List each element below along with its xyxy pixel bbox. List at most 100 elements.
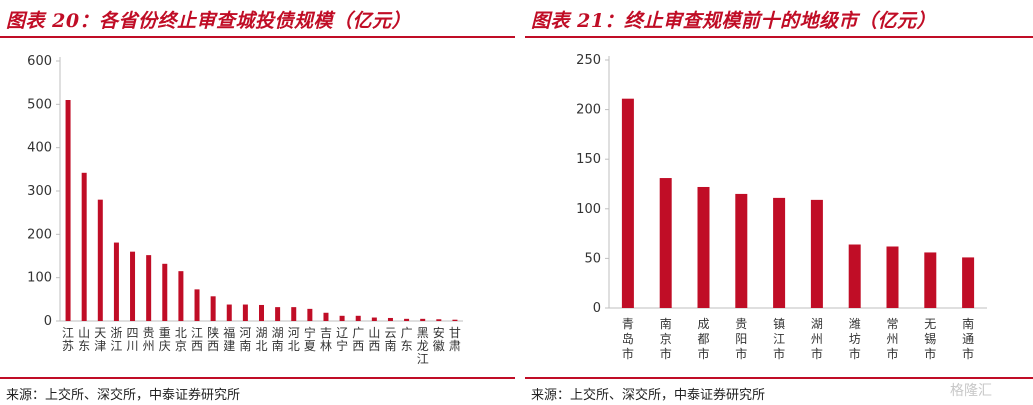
x-category-label: 安徽	[433, 325, 445, 353]
y-tick-label: 400	[27, 141, 52, 156]
x-category-char: 苏	[62, 339, 74, 353]
right-source-note: 来源：上交所、深交所，中泰证券研究所	[531, 388, 766, 403]
bar	[697, 186, 710, 308]
x-category-char: 市	[697, 346, 709, 361]
x-category-char: 贵	[143, 326, 155, 340]
x-category-char: 龙	[417, 339, 429, 353]
x-category-char: 潍	[849, 317, 861, 331]
x-category-char: 坊	[849, 331, 861, 346]
x-category-char: 江	[62, 326, 74, 340]
x-category-label: 四川	[127, 326, 139, 353]
x-category-char: 四	[127, 326, 139, 340]
x-category-label: 黑龙江	[417, 326, 429, 366]
x-category-char: 京	[660, 332, 672, 346]
bar	[848, 244, 861, 308]
x-category-char: 福	[223, 325, 235, 340]
x-category-label: 贵州	[143, 326, 155, 353]
y-tick-label: 0	[593, 301, 601, 316]
y-tick-label: 50	[584, 251, 601, 266]
bar	[886, 246, 899, 308]
x-category-char: 西	[207, 339, 219, 353]
x-category-char: 黑	[417, 326, 429, 340]
left-source-note: 来源：上交所、深交所，中泰证券研究所	[6, 388, 241, 403]
x-category-char: 浙	[110, 326, 122, 340]
x-category-label: 广东	[401, 326, 413, 353]
x-category-label: 江苏	[62, 326, 74, 353]
right-bar-chart: 050100150200250青岛市南京市成都市贵阳市镇江市湖州市潍坊市常州市无…	[576, 53, 987, 361]
x-category-label: 贵阳市	[735, 317, 747, 361]
y-tick-label: 200	[576, 103, 601, 118]
left-chart-panel: 图表 20：各省份终止审查城投债规模（亿元） 0 100 200 300 400 500 6…	[0, 0, 515, 405]
x-category-char: 东	[401, 339, 413, 353]
x-category-label: 山东	[78, 326, 90, 353]
x-category-char: 常	[886, 317, 898, 331]
x-category-char: 辽	[336, 326, 348, 340]
x-category-char: 江	[773, 332, 785, 346]
x-category-char: 锡	[924, 331, 936, 346]
x-category-char: 重	[159, 326, 171, 340]
y-tick-label: 100	[576, 202, 601, 217]
bar	[65, 100, 71, 321]
x-category-char: 南	[962, 316, 974, 331]
x-category-label: 辽宁	[336, 326, 348, 353]
x-category-label: 宁夏	[304, 325, 316, 353]
x-category-label: 江西	[191, 326, 203, 353]
x-category-label: 湖北	[255, 325, 267, 353]
x-category-char: 林	[320, 339, 332, 353]
x-category-char: 州	[143, 339, 155, 353]
bar	[259, 304, 264, 321]
bar	[387, 317, 393, 321]
x-category-char: 无	[924, 317, 936, 331]
x-category-char: 建	[223, 339, 235, 353]
x-category-char: 云	[384, 326, 396, 340]
y-tick-label: 600	[27, 54, 52, 69]
x-category-char: 河	[288, 326, 300, 340]
bar	[307, 308, 313, 321]
x-category-char: 广	[352, 326, 364, 340]
y-tick-label: 300	[27, 184, 52, 199]
x-category-char: 南	[272, 338, 284, 353]
bar	[97, 199, 103, 321]
x-category-label: 湖州市	[811, 316, 823, 361]
x-category-label: 天津	[94, 326, 106, 353]
x-category-char: 吉	[320, 326, 332, 340]
left-title-rule	[0, 36, 515, 38]
bar	[420, 318, 426, 321]
x-category-char: 西	[191, 339, 203, 353]
y-tick-label: 250	[576, 53, 601, 68]
x-category-char: 湖	[255, 325, 267, 340]
x-category-char: 陕	[207, 325, 219, 340]
x-category-label: 河南	[239, 326, 251, 353]
right-chart-title: 图表 21：终止审查规模前十的地级市（亿元）	[531, 10, 937, 32]
bar	[404, 318, 410, 321]
x-category-char: 湖	[272, 325, 284, 340]
x-category-label: 无锡市	[924, 317, 936, 361]
x-category-char: 广	[401, 326, 413, 340]
bar	[242, 304, 248, 321]
bar	[291, 307, 297, 321]
bar	[659, 178, 672, 308]
x-category-char: 安	[433, 325, 445, 340]
bar	[194, 289, 200, 321]
x-category-char: 山	[78, 326, 90, 340]
bar	[339, 315, 345, 321]
bar	[735, 193, 748, 308]
bar	[162, 263, 168, 321]
x-category-char: 市	[811, 346, 823, 361]
x-category-label: 浙江	[110, 326, 122, 353]
x-category-char: 南	[239, 338, 251, 353]
x-category-char: 山	[368, 326, 380, 340]
x-category-char: 北	[175, 326, 187, 340]
x-category-char: 北	[255, 339, 267, 353]
x-category-char: 甘	[449, 326, 461, 340]
bar	[621, 98, 634, 308]
x-category-label: 甘肃	[449, 326, 461, 353]
x-category-char: 市	[924, 346, 936, 361]
x-category-char: 岛	[622, 331, 634, 346]
y-tick-label: 100	[27, 271, 52, 286]
x-category-char: 夏	[304, 339, 316, 353]
x-category-label: 青岛市	[622, 317, 634, 361]
x-category-label: 北京	[175, 326, 187, 353]
bar	[436, 319, 442, 321]
x-category-char: 江	[191, 326, 203, 340]
